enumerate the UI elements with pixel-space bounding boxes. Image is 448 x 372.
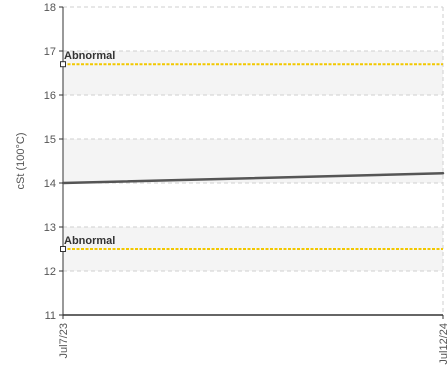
y-axis-title: cSt (100°C)	[15, 133, 27, 190]
y-tick-label-0: 11	[45, 310, 56, 322]
y-tick-label-7: 18	[44, 2, 56, 14]
axes: 11 12 13 14 15 16 17 18 Jul7/23 Jul12/24	[44, 2, 448, 365]
y-tick-label-4: 15	[44, 134, 56, 146]
x-tick-label-1: Jul12/24	[438, 323, 448, 365]
threshold-marker-0	[60, 61, 66, 68]
x-tick-label-0: Jul7/23	[58, 323, 70, 358]
threshold-label-1: Abnormal	[64, 235, 115, 247]
y-tick-label-3: 14	[44, 178, 56, 190]
threshold-label-0: Abnormal	[64, 50, 115, 62]
y-tick-label-2: 13	[44, 222, 56, 234]
band-1	[63, 139, 443, 183]
thresholds: Abnormal Abnormal	[60, 50, 443, 252]
y-tick-label-6: 17	[44, 46, 56, 58]
y-tick-label-1: 12	[44, 266, 56, 278]
series-line-0	[61, 172, 445, 185]
background-bands	[63, 51, 443, 271]
series	[61, 172, 445, 185]
y-tick-label-5: 16	[44, 90, 56, 102]
band-2	[63, 51, 443, 95]
threshold-marker-1	[60, 246, 66, 252]
